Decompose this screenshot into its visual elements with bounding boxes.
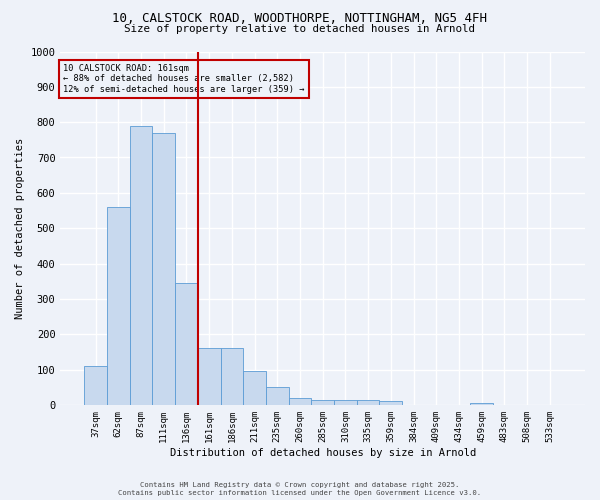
Bar: [266, 387, 289, 405]
Bar: [107, 207, 130, 405]
Text: 10, CALSTOCK ROAD, WOODTHORPE, NOTTINGHAM, NG5 4FH: 10, CALSTOCK ROAD, WOODTHORPE, NOTTINGHA…: [113, 12, 487, 26]
Bar: [470, 403, 493, 405]
Text: 10 CALSTOCK ROAD: 161sqm
← 88% of detached houses are smaller (2,582)
12% of sem: 10 CALSTOCK ROAD: 161sqm ← 88% of detach…: [63, 64, 305, 94]
Bar: [379, 402, 402, 405]
Bar: [357, 400, 379, 405]
Bar: [221, 348, 243, 405]
Text: Contains HM Land Registry data © Crown copyright and database right 2025.
Contai: Contains HM Land Registry data © Crown c…: [118, 482, 482, 496]
Y-axis label: Number of detached properties: Number of detached properties: [15, 138, 25, 319]
Bar: [243, 372, 266, 405]
Bar: [175, 283, 198, 405]
Bar: [198, 348, 221, 405]
Text: Size of property relative to detached houses in Arnold: Size of property relative to detached ho…: [125, 24, 476, 34]
Bar: [84, 366, 107, 405]
Bar: [334, 400, 357, 405]
Bar: [130, 126, 152, 405]
Bar: [289, 398, 311, 405]
X-axis label: Distribution of detached houses by size in Arnold: Distribution of detached houses by size …: [170, 448, 476, 458]
Bar: [311, 400, 334, 405]
Bar: [152, 133, 175, 405]
